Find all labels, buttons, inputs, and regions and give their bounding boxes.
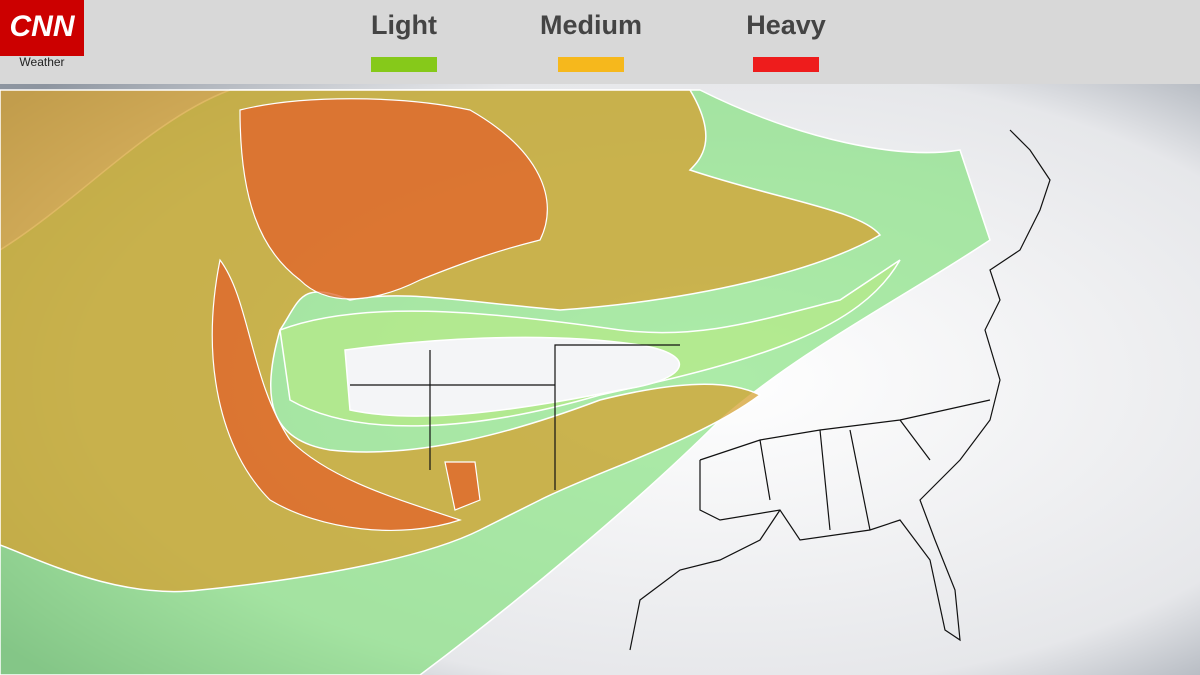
- logo: CNN: [10, 10, 76, 43]
- legend-swatch: [753, 57, 819, 72]
- legend-swatch: [371, 57, 437, 72]
- legend-label: Light: [371, 10, 437, 40]
- legend-label: Medium: [540, 10, 642, 40]
- legend-swatch: [558, 57, 624, 72]
- logo-subtitle: Weather: [19, 55, 64, 69]
- clear-area: [344, 336, 681, 417]
- header: CNN Weather Light Medium Heavy: [0, 0, 1200, 84]
- smoke-heavy: [211, 98, 548, 531]
- logo-box: [0, 0, 84, 56]
- legend-label: Heavy: [746, 10, 826, 40]
- smoke-medium: [0, 89, 882, 593]
- borders: [350, 129, 1051, 651]
